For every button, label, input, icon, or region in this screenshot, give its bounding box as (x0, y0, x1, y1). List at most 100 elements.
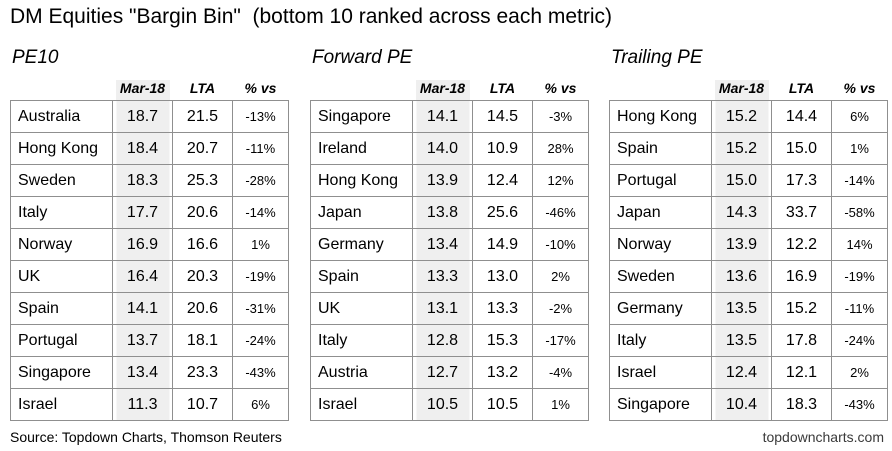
table-row: Australia 18.7 21.5 -13% (10, 100, 289, 133)
lta-cell: 25.3 (172, 164, 233, 197)
pct-change-cell: 12% (532, 164, 589, 197)
table-row: Israel 10.5 10.5 1% (310, 388, 589, 421)
pct-change-cell: 2% (831, 356, 888, 389)
table-row: Singapore 10.4 18.3 -43% (609, 388, 888, 421)
country-cell: Sweden (10, 164, 113, 197)
pct-change-cell: -43% (831, 388, 888, 421)
lta-cell: 18.3 (771, 388, 832, 421)
pct-change-cell: 6% (831, 100, 888, 133)
lta-cell: 15.2 (771, 292, 832, 325)
country-cell: Ireland (310, 132, 413, 165)
country-cell: Germany (310, 228, 413, 261)
mar18-cell: 12.4 (711, 356, 772, 389)
pct-change-cell: -28% (232, 164, 289, 197)
lta-cell: 15.3 (472, 324, 533, 357)
column-header: % vs (244, 80, 277, 96)
pct-change-cell: 1% (532, 388, 589, 421)
country-cell: Germany (609, 292, 712, 325)
lta-cell: 21.5 (172, 100, 233, 133)
source-note: Source: Topdown Charts, Thomson Reuters (10, 429, 282, 445)
lta-cell: 17.8 (771, 324, 832, 357)
country-cell: Israel (10, 388, 113, 421)
lta-cell: 14.9 (472, 228, 533, 261)
table-row: UK 13.1 13.3 -2% (310, 292, 589, 325)
country-cell: Spain (310, 260, 413, 293)
pct-change-cell: -17% (532, 324, 589, 357)
pct-change-cell: -19% (831, 260, 888, 293)
section-forward-pe: Forward PE Mar-18 LTA% vs Singapore 14.1 14… (310, 47, 589, 421)
country-cell: UK (10, 260, 113, 293)
country-cell: Portugal (10, 324, 113, 357)
table-row: Spain 13.3 13.0 2% (310, 260, 589, 293)
country-cell: UK (310, 292, 413, 325)
mar18-cell: 13.5 (711, 292, 772, 325)
column-header: % vs (843, 80, 876, 96)
pct-change-cell: 28% (532, 132, 589, 165)
mar18-cell: 13.1 (412, 292, 473, 325)
pct-change-cell: -14% (232, 196, 289, 229)
country-cell: Norway (609, 228, 712, 261)
lta-cell: 13.0 (472, 260, 533, 293)
table-row: Norway 13.9 12.2 14% (609, 228, 888, 261)
country-cell: Italy (310, 324, 413, 357)
table-row: Germany 13.5 15.2 -11% (609, 292, 888, 325)
table-row: Japan 13.8 25.6 -46% (310, 196, 589, 229)
country-cell: Hong Kong (10, 132, 113, 165)
mar18-cell: 15.0 (711, 164, 772, 197)
country-cell: Japan (609, 196, 712, 229)
lta-cell: 16.6 (172, 228, 233, 261)
mar18-cell: 11.3 (112, 388, 173, 421)
country-cell: Spain (609, 132, 712, 165)
mar18-cell: 13.8 (412, 196, 473, 229)
column-header: LTA (189, 80, 216, 96)
pct-change-cell: -19% (232, 260, 289, 293)
column-header: LTA (788, 80, 815, 96)
mar18-cell: 14.3 (711, 196, 772, 229)
lta-cell: 33.7 (771, 196, 832, 229)
mar18-cell: 12.8 (412, 324, 473, 357)
section-trailing-pe: Trailing PE Mar-18 LTA% vs Hong Kong 15.2 1… (609, 47, 888, 421)
pct-change-cell: -14% (831, 164, 888, 197)
country-cell: Israel (609, 356, 712, 389)
table-row: Israel 12.4 12.1 2% (609, 356, 888, 389)
pct-change-cell: -46% (532, 196, 589, 229)
section-heading-forward-pe: Forward PE (312, 47, 413, 68)
section-heading-trailing-pe: Trailing PE (611, 47, 703, 68)
forward-pe-table: Mar-18 LTA% vs Singapore 14.1 14.5 -3% Irelan… (310, 80, 589, 421)
table-row: Japan 14.3 33.7 -58% (609, 196, 888, 229)
table-row: Singapore 13.4 23.3 -43% (10, 356, 289, 389)
column-header-row: Mar-18 LTA % vs (610, 80, 888, 101)
table-row: Hong Kong 18.4 20.7 -11% (10, 132, 289, 165)
mar18-cell: 17.7 (112, 196, 173, 229)
country-cell: Singapore (10, 356, 113, 389)
pct-change-cell: -13% (232, 100, 289, 133)
pct-change-cell: -10% (532, 228, 589, 261)
pct-change-cell: 1% (232, 228, 289, 261)
country-cell: Hong Kong (310, 164, 413, 197)
mar18-cell: 18.3 (112, 164, 173, 197)
country-cell: Hong Kong (609, 100, 712, 133)
pct-change-cell: -24% (232, 324, 289, 357)
country-cell: Norway (10, 228, 113, 261)
lta-cell: 10.9 (472, 132, 533, 165)
lta-cell: 20.6 (172, 196, 233, 229)
pct-change-cell: -31% (232, 292, 289, 325)
lta-cell: 20.3 (172, 260, 233, 293)
lta-cell: 16.9 (771, 260, 832, 293)
table-row: Ireland 14.0 10.9 28% (310, 132, 589, 165)
mar18-cell: 14.1 (412, 100, 473, 133)
column-header-row: Mar-18 LTA % vs (11, 80, 289, 101)
mar18-cell: 13.4 (412, 228, 473, 261)
table-row: Hong Kong 13.9 12.4 12% (310, 164, 589, 197)
table-row: Spain 14.1 20.6 -31% (10, 292, 289, 325)
pct-change-cell: -3% (532, 100, 589, 133)
mar18-cell: 10.4 (711, 388, 772, 421)
table-row: Israel 11.3 10.7 6% (10, 388, 289, 421)
lta-cell: 12.1 (771, 356, 832, 389)
pct-change-cell: 2% (532, 260, 589, 293)
mar18-cell: 14.1 (112, 292, 173, 325)
table-row: Spain 15.2 15.0 1% (609, 132, 888, 165)
website-link: topdowncharts.com (762, 429, 884, 445)
table-row: Sweden 18.3 25.3 -28% (10, 164, 289, 197)
